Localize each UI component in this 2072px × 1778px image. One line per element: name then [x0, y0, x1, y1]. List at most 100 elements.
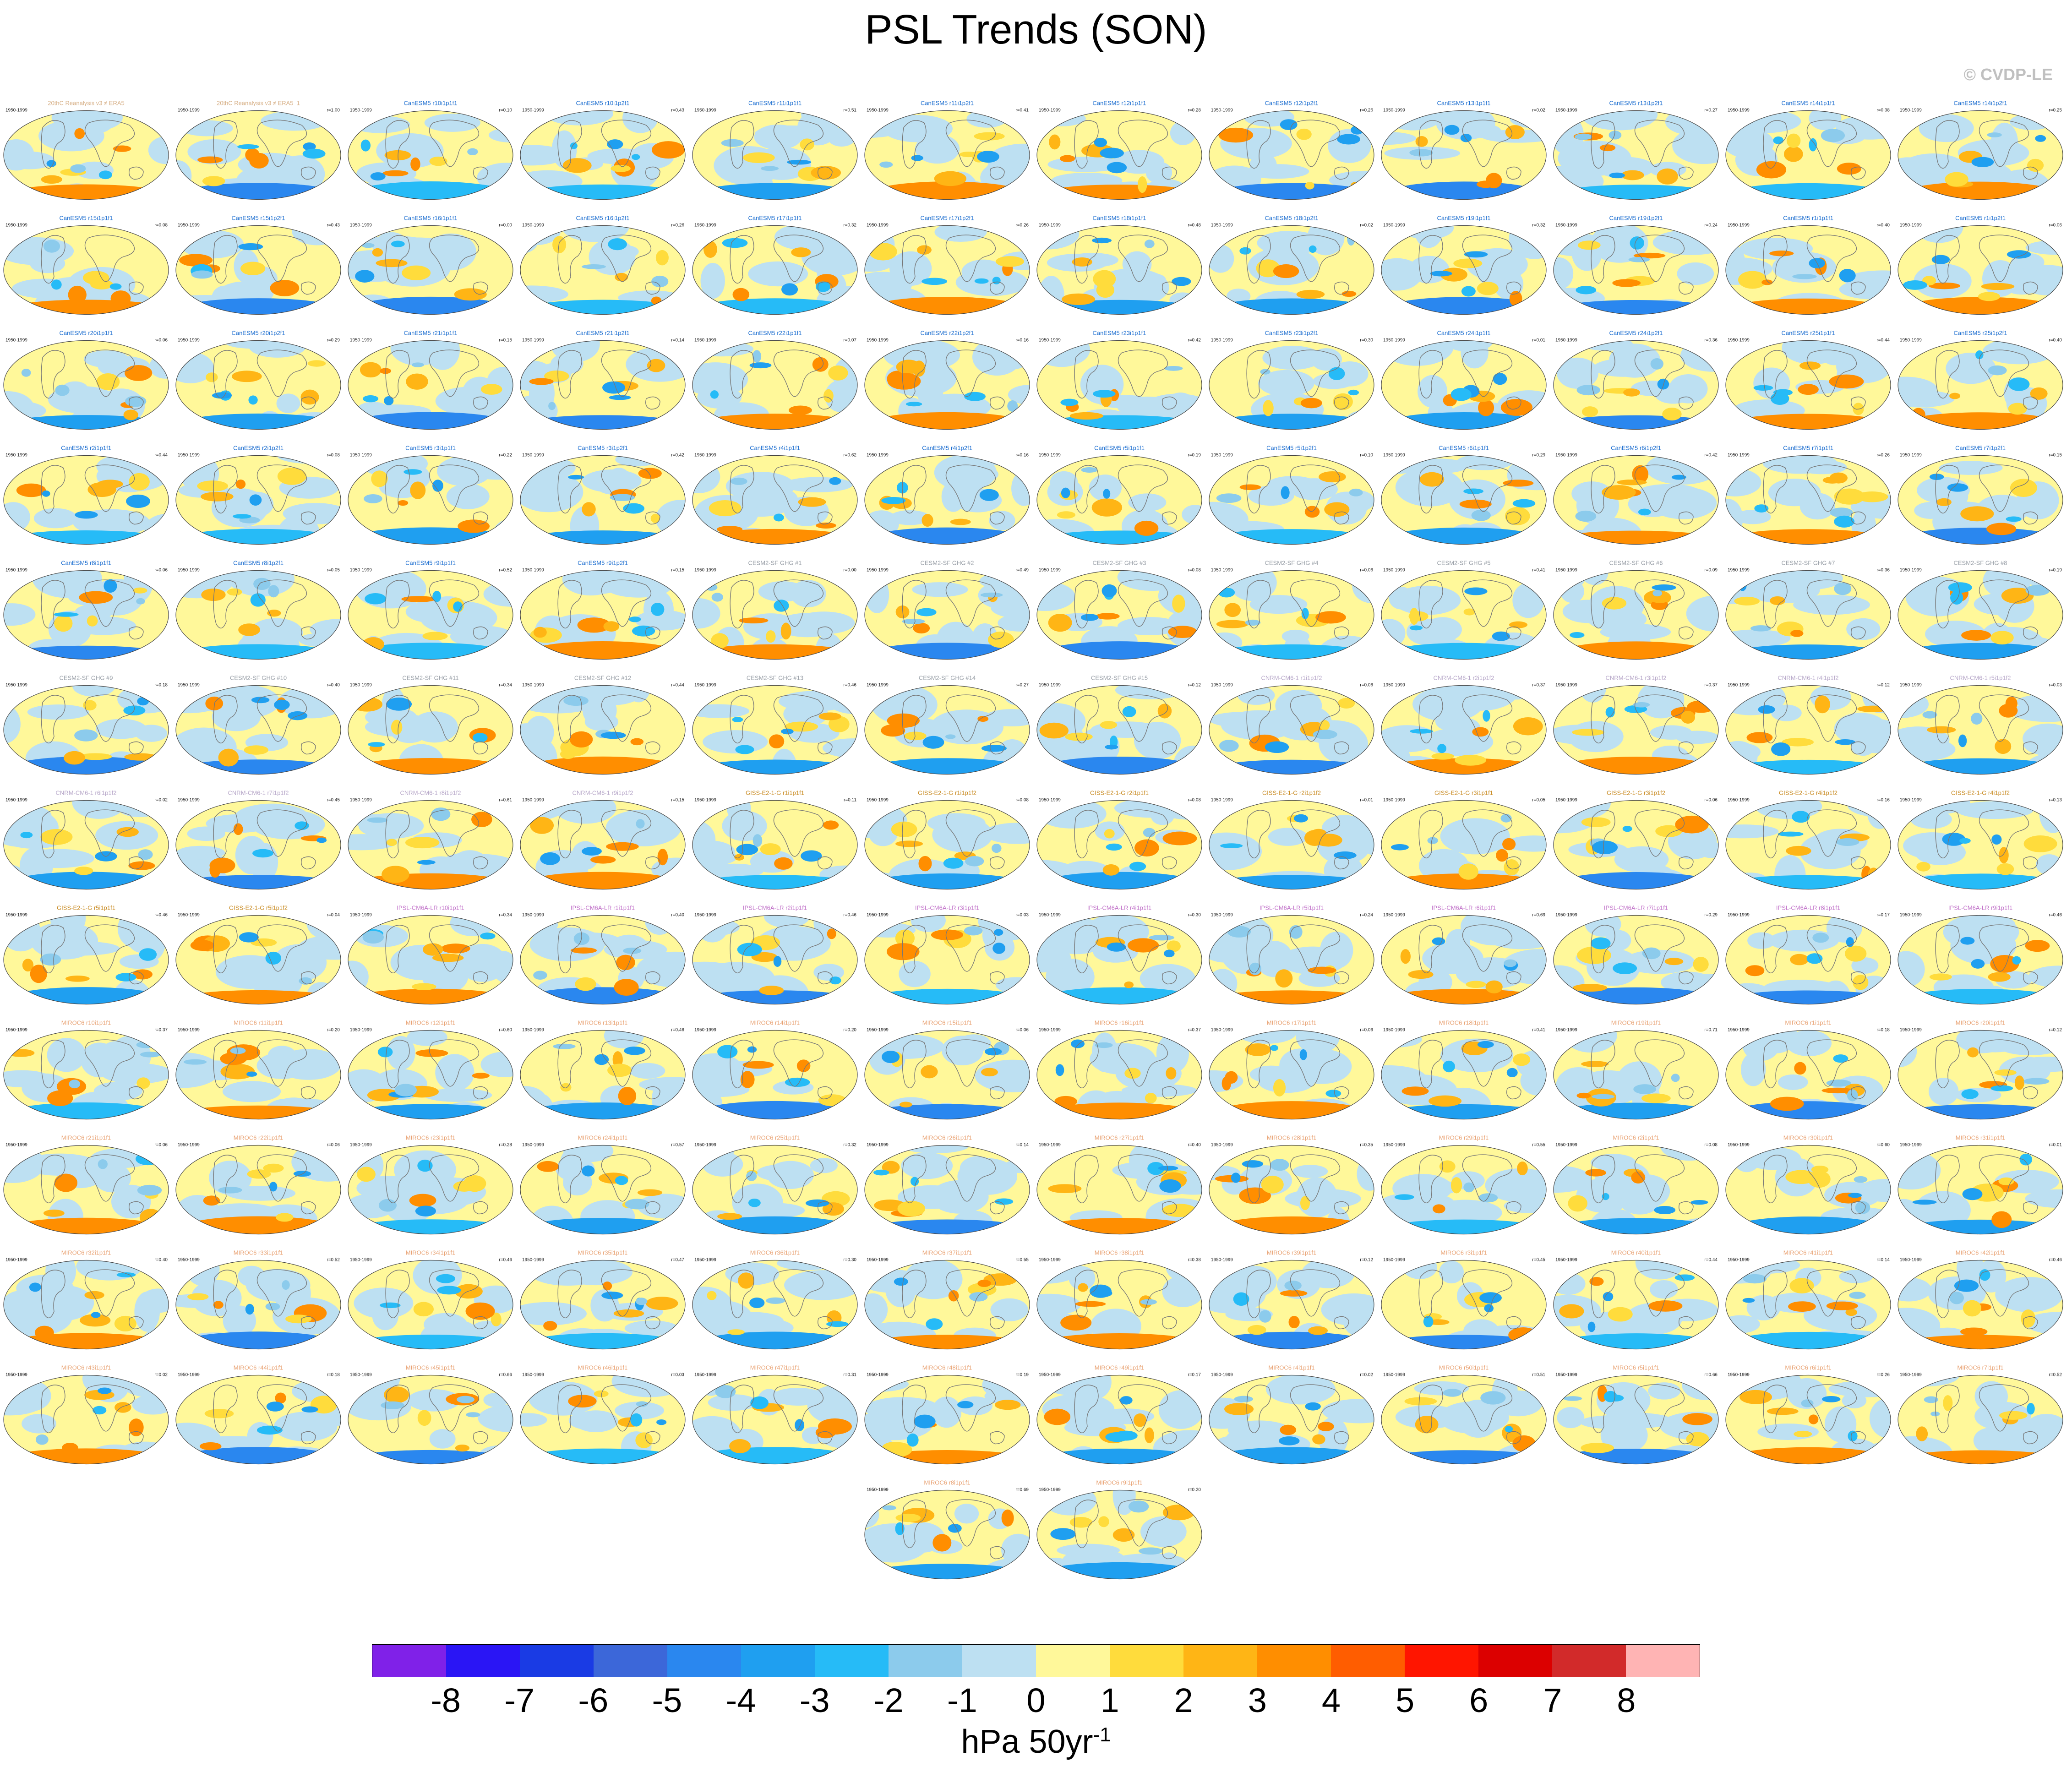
trend-contour	[176, 845, 225, 860]
panel-period: 1950-1999	[867, 568, 889, 573]
panel-title: CanESM5 r8i1p1f1	[61, 560, 111, 567]
trend-contour	[1581, 570, 1609, 585]
panel-period: 1950-1999	[178, 223, 200, 228]
trend-contour	[1950, 591, 1963, 605]
trend-contour	[1442, 685, 1517, 711]
trend-contour	[148, 136, 169, 164]
panel-period: 1950-1999	[178, 683, 200, 688]
trend-contour	[1233, 1292, 1249, 1306]
trend-contour	[816, 522, 836, 529]
trend-contour	[1075, 1301, 1106, 1307]
panel-period: 1950-1999	[178, 1373, 200, 1378]
map-outline	[1209, 800, 1374, 890]
trend-contour	[1758, 705, 1775, 714]
trend-contour	[466, 1412, 480, 1418]
trend-contour	[1299, 1049, 1307, 1060]
trend-contour	[1790, 630, 1804, 637]
colorbar-tick-label: -5	[652, 1681, 682, 1719]
trend-contour	[905, 402, 922, 407]
panel-correlation: r=0.26	[1876, 453, 1890, 458]
trend-contour	[480, 1052, 513, 1077]
panel-period: 1950-1999	[1383, 1258, 1405, 1263]
panel-title: CESM2-SF GHG #13	[747, 675, 803, 682]
panel-title: CanESM5 r22i1p2f1	[920, 330, 974, 337]
trend-contour	[1960, 1327, 1988, 1336]
trend-contour	[213, 1301, 224, 1309]
trend-contour	[1856, 491, 1888, 502]
trend-contour	[964, 926, 983, 936]
trend-contour	[1167, 940, 1181, 952]
trend-contour	[1778, 831, 1804, 837]
panel-correlation: r=0.41	[1532, 1028, 1545, 1033]
panel-period: 1950-1999	[1555, 683, 1577, 688]
trend-contour	[1041, 1102, 1198, 1119]
trend-contour	[1949, 393, 1961, 399]
trend-contour	[180, 120, 233, 136]
panel-period: 1950-1999	[1728, 108, 1750, 113]
trend-contour	[54, 615, 73, 632]
trend-contour	[2035, 135, 2046, 142]
trend-contour	[1100, 147, 1124, 158]
coastline	[730, 1154, 833, 1215]
trend-contour	[386, 698, 412, 711]
panel-title: CanESM5 r13i1p2f1	[1609, 100, 1663, 107]
trend-contour	[1835, 739, 1855, 745]
trend-contour	[96, 719, 147, 739]
units-exponent: -1	[1093, 1723, 1111, 1746]
trend-contour	[1739, 1390, 1772, 1404]
trend-contour	[352, 643, 509, 660]
trend-contour	[1655, 825, 1682, 837]
map-outline	[175, 225, 341, 315]
trend-contour	[1750, 625, 1772, 632]
trend-contour	[1580, 1415, 1645, 1429]
trend-contour	[8, 872, 164, 889]
trend-contour	[405, 836, 440, 849]
trend-contour	[615, 273, 628, 282]
trend-contour	[44, 745, 67, 760]
coastline	[1074, 349, 1177, 410]
trend-contour	[253, 578, 271, 590]
trend-contour	[697, 1447, 853, 1464]
trend-contour	[1648, 1382, 1681, 1400]
trend-contour	[61, 1443, 78, 1453]
trend-contour	[1144, 240, 1155, 248]
trend-contour	[630, 1413, 643, 1427]
trend-contour	[563, 695, 589, 706]
trend-contour	[1463, 608, 1476, 616]
trend-contour	[8, 756, 164, 774]
trend-contour	[1726, 824, 1779, 839]
trend-contour	[362, 931, 384, 944]
trend-contour	[865, 1377, 909, 1392]
coastline	[1074, 694, 1177, 755]
trend-contour	[454, 288, 487, 301]
panel-correlation: r=0.69	[1532, 913, 1545, 918]
trend-contour	[79, 591, 113, 604]
panel-correlation: r=0.60	[1876, 1143, 1890, 1148]
panel-correlation: r=0.36	[1704, 338, 1718, 343]
trend-contour	[1902, 643, 2059, 660]
trend-contour	[183, 1059, 207, 1065]
trend-contour	[124, 753, 158, 761]
trend-contour	[2008, 403, 2027, 415]
panel-correlation: r=0.19	[1015, 1373, 1029, 1378]
map-outline	[1036, 1030, 1202, 1120]
trend-contour	[116, 827, 139, 837]
trend-contour	[2025, 1413, 2063, 1442]
trend-contour	[205, 696, 224, 711]
panel-title: MIROC6 r44i1p1f1	[234, 1364, 283, 1371]
trend-contour	[1281, 486, 1290, 499]
trend-contour	[995, 256, 1024, 267]
trend-contour	[1623, 388, 1640, 397]
map-outline	[864, 685, 1030, 775]
trend-contour	[629, 616, 641, 622]
coastline	[1935, 1384, 2038, 1445]
trend-contour	[207, 1203, 278, 1220]
